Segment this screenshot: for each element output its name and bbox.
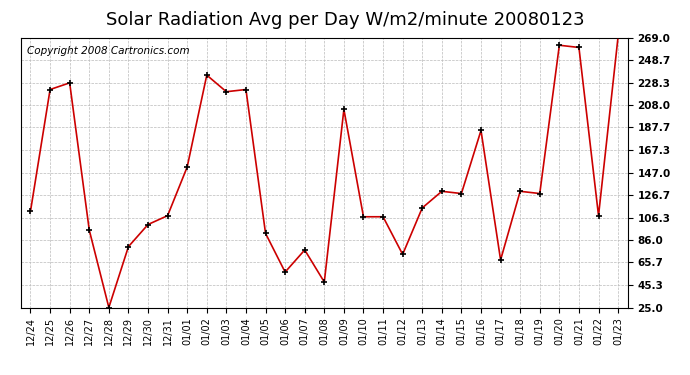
Text: Copyright 2008 Cartronics.com: Copyright 2008 Cartronics.com (27, 46, 189, 56)
Text: Solar Radiation Avg per Day W/m2/minute 20080123: Solar Radiation Avg per Day W/m2/minute … (106, 11, 584, 29)
